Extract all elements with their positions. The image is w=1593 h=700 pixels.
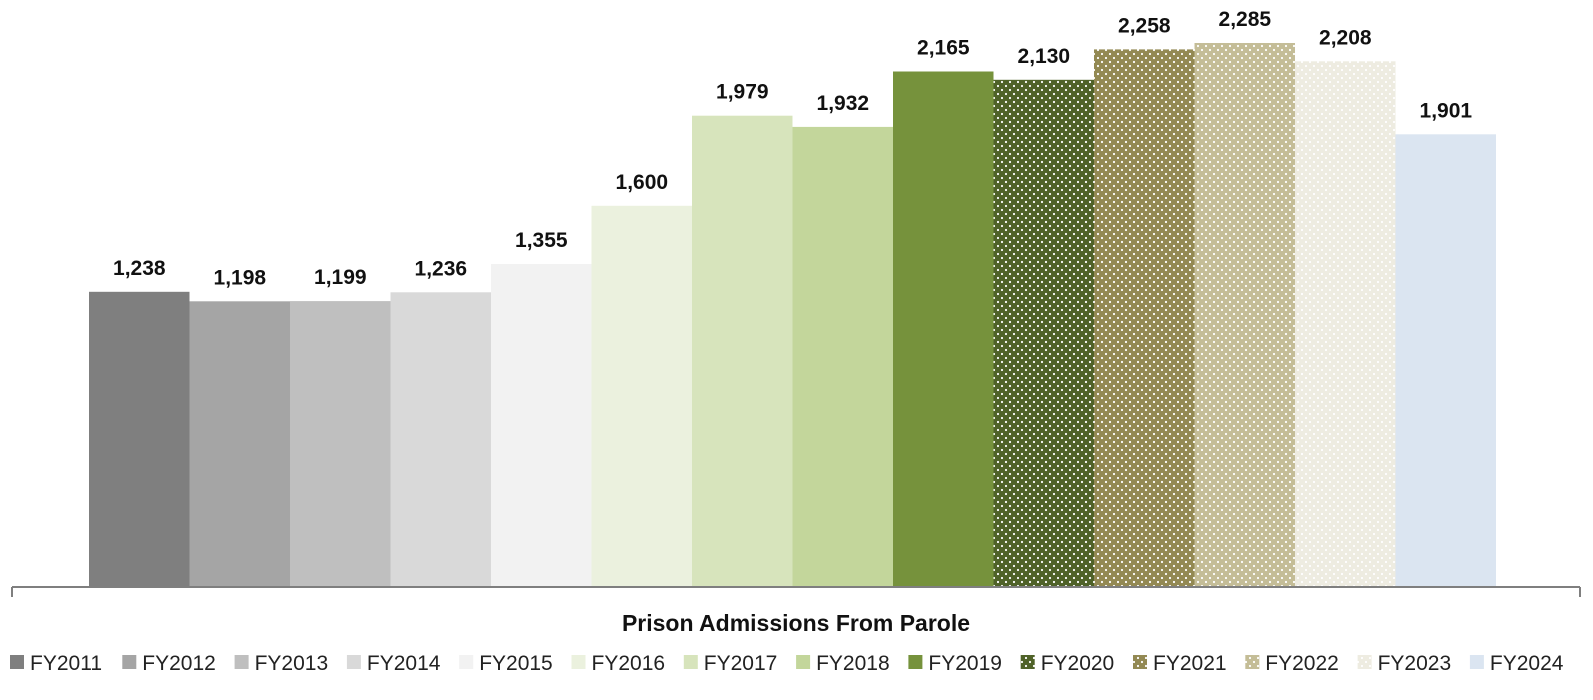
legend-swatch-fy2021 xyxy=(1133,655,1147,669)
legend: FY2011 FY2012 FY2013 FY2014 FY2015 FY2016 FY20… xyxy=(10,652,1564,675)
value-label-fy2016: 1,600 xyxy=(616,171,669,194)
bar-fy2014 xyxy=(390,292,491,586)
bars-group xyxy=(89,43,1496,587)
legend-swatch-fy2023 xyxy=(1357,655,1372,669)
bar-fy2023 xyxy=(1295,61,1396,587)
bar-fy2021 xyxy=(1094,49,1195,586)
value-label-fy2018: 1,932 xyxy=(817,92,870,115)
value-label-fy2012: 1,198 xyxy=(214,266,267,289)
value-label-fy2019: 2,165 xyxy=(917,37,970,60)
legend-swatch-fy2024 xyxy=(1469,655,1484,669)
bar-fy2011 xyxy=(89,291,190,586)
value-label-fy2013: 1,199 xyxy=(314,266,367,289)
legend-swatch-fy2017 xyxy=(683,655,698,669)
legend-swatch-fy2015 xyxy=(459,655,474,669)
bar-fy2020 xyxy=(993,79,1094,587)
legend-label-fy2018: FY2018 xyxy=(816,652,890,675)
value-labels-group: 1,238 1,198 1,199 1,236 1,355 1,600 1,979 1,932… xyxy=(113,8,1472,289)
legend-label-fy2015: FY2015 xyxy=(479,652,553,675)
legend-label-fy2022: FY2022 xyxy=(1265,652,1339,675)
value-label-fy2021: 2,258 xyxy=(1118,14,1171,37)
legend-label-fy2020: FY2020 xyxy=(1041,652,1115,675)
legend-swatch-fy2011 xyxy=(10,655,24,669)
legend-label-fy2011: FY2011 xyxy=(30,652,102,675)
value-label-fy2011: 1,238 xyxy=(113,257,166,280)
value-label-fy2017: 1,979 xyxy=(716,81,769,104)
value-label-fy2024: 1,901 xyxy=(1420,99,1473,122)
legend-swatch-fy2012 xyxy=(122,655,137,669)
legend-label-fy2016: FY2016 xyxy=(592,652,666,675)
value-label-fy2020: 2,130 xyxy=(1018,45,1071,68)
category-label: Prison Admissions From Parole xyxy=(622,610,970,636)
value-label-fy2023: 2,208 xyxy=(1319,26,1372,49)
legend-label-fy2021: FY2021 xyxy=(1153,652,1227,675)
legend-swatch-fy2014 xyxy=(346,655,361,669)
legend-swatch-fy2019 xyxy=(908,655,923,669)
legend-label-fy2014: FY2014 xyxy=(367,652,441,675)
legend-swatch-fy2018 xyxy=(796,655,811,669)
legend-swatch-fy2016 xyxy=(571,655,586,669)
legend-swatch-fy2022 xyxy=(1245,655,1260,669)
bar-fy2019 xyxy=(893,71,994,586)
legend-label-fy2013: FY2013 xyxy=(255,652,329,675)
value-label-fy2022: 2,285 xyxy=(1219,8,1272,31)
legend-swatch-fy2013 xyxy=(234,655,249,669)
bar-fy2024 xyxy=(1395,134,1496,587)
bar-fy2016 xyxy=(591,205,692,587)
legend-label-fy2017: FY2017 xyxy=(704,652,778,675)
bar-fy2012 xyxy=(189,301,290,586)
bar-fy2022 xyxy=(1194,43,1295,586)
legend-label-fy2023: FY2023 xyxy=(1378,652,1452,675)
bar-fy2015 xyxy=(491,264,592,586)
legend-label-fy2024: FY2024 xyxy=(1490,652,1564,675)
legend-swatch-fy2020 xyxy=(1020,655,1035,669)
bar-fy2013 xyxy=(290,301,391,586)
bar-fy2017 xyxy=(692,115,793,586)
value-label-fy2014: 1,236 xyxy=(415,257,468,280)
value-label-fy2015: 1,355 xyxy=(515,229,568,252)
legend-label-fy2019: FY2019 xyxy=(928,652,1002,675)
legend-label-fy2012: FY2012 xyxy=(142,652,216,675)
bar-fy2018 xyxy=(792,126,893,587)
